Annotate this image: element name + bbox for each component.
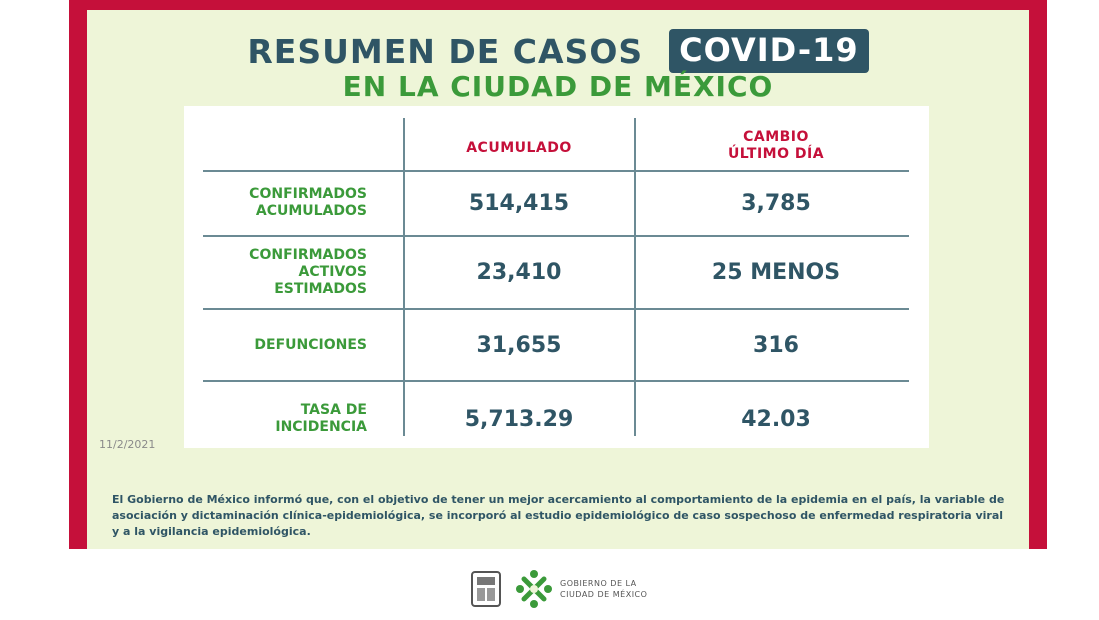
title-row: RESUMEN DE CASOS COVID-19 — [87, 28, 1029, 74]
row-label-confirmados-activos: CONFIRMADOS ACTIVOS ESTIMADOS — [204, 237, 367, 307]
row-label-line: CONFIRMADOS — [249, 246, 367, 263]
row-label-tasa-incidencia: TASA DE INCIDENCIA — [204, 382, 367, 456]
table-cell-acumulado: 23,410 — [476, 259, 562, 285]
frame-right-border — [1029, 0, 1047, 549]
government-label-line1: GOBIERNO DE LA — [560, 579, 637, 588]
summary-panel: RESUMEN DE CASOS COVID-19 EN LA CIUDAD D… — [87, 10, 1029, 549]
column-divider — [403, 118, 405, 436]
page-subtitle: EN LA CIUDAD DE MÉXICO — [342, 70, 774, 103]
row-divider — [203, 170, 909, 172]
row-label-line: ACUMULADOS — [255, 203, 367, 219]
table-cell-acumulado: 514,415 — [468, 190, 570, 216]
header-acumulado: ACUMULADO — [466, 140, 572, 156]
table-cell-acumulado: 31,655 — [476, 332, 562, 358]
row-label-line: INCIDENCIA — [275, 419, 367, 435]
table-cell-cambio: 316 — [753, 332, 799, 358]
cdmx-logo-icon — [516, 570, 552, 608]
footer-logos: GOBIERNO DE LA CIUDAD DE MÉXICO — [468, 566, 668, 610]
table-cell-cambio: 3,785 — [741, 190, 811, 216]
disclaimer-note: El Gobierno de México informó que, con e… — [112, 493, 1005, 538]
row-label-line: ESTIMADOS — [274, 280, 367, 297]
row-label-line: CONFIRMADOS — [249, 186, 367, 202]
table-cell-acumulado: 5,713.29 — [464, 406, 574, 432]
column-divider — [634, 118, 636, 436]
table-cell-cambio: 42.03 — [741, 406, 811, 432]
header-cambio-line2: ÚLTIMO DÍA — [727, 146, 825, 162]
government-label: GOBIERNO DE LA CIUDAD DE MÉXICO — [560, 578, 647, 600]
row-label-defunciones: DEFUNCIONES — [204, 310, 367, 380]
frame-left-border — [69, 0, 87, 549]
frame-top-border — [69, 0, 1047, 10]
report-date: 11/2/2021 — [99, 438, 156, 451]
row-label-line: DEFUNCIONES — [254, 336, 367, 353]
row-label-line: ACTIVOS — [298, 263, 367, 280]
page-title: RESUMEN DE CASOS — [247, 31, 644, 71]
header-cambio: CAMBIO ÚLTIMO DÍA — [636, 129, 916, 163]
row-divider — [203, 308, 909, 310]
row-divider — [203, 380, 909, 382]
header-cambio-line1: CAMBIO — [743, 129, 809, 145]
covid-badge: COVID-19 — [669, 29, 869, 73]
row-divider — [203, 235, 909, 237]
row-label-line: TASA DE — [300, 402, 367, 418]
city-seal-icon — [471, 571, 501, 607]
cases-table: ACUMULADO CAMBIO ÚLTIMO DÍA CONFIRMADOS … — [184, 106, 929, 448]
government-label-line2: CIUDAD DE MÉXICO — [560, 590, 648, 599]
table-cell-cambio: 25 MENOS — [711, 259, 841, 285]
row-label-confirmados-acumulados: CONFIRMADOS ACUMULADOS — [204, 172, 367, 234]
